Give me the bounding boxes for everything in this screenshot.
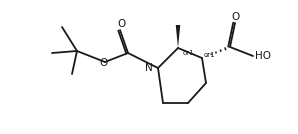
Text: or1: or1 bbox=[204, 52, 216, 58]
Text: or1: or1 bbox=[183, 50, 195, 56]
Text: N: N bbox=[145, 63, 153, 73]
Polygon shape bbox=[176, 25, 180, 48]
Text: O: O bbox=[100, 58, 108, 68]
Text: O: O bbox=[117, 19, 125, 29]
Text: O: O bbox=[232, 12, 240, 22]
Text: HO: HO bbox=[255, 51, 271, 61]
